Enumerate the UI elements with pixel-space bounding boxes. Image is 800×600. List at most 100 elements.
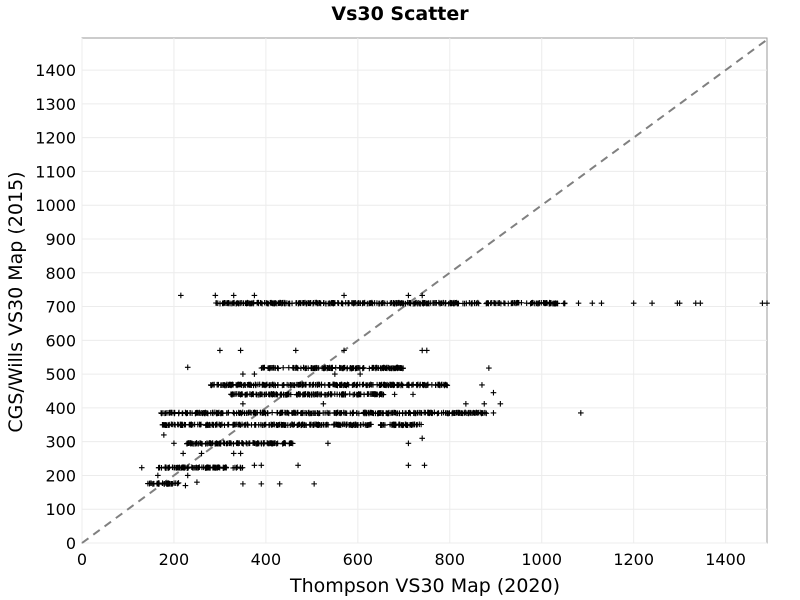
data-point <box>465 410 472 417</box>
data-point <box>410 381 416 388</box>
data-point <box>408 421 414 428</box>
data-point <box>271 440 278 447</box>
data-point <box>341 292 347 299</box>
data-point <box>281 440 288 446</box>
data-point <box>246 440 253 446</box>
data-point <box>209 381 216 388</box>
data-point <box>391 300 398 307</box>
data-point <box>233 440 240 447</box>
data-point <box>364 391 371 398</box>
data-point <box>229 391 236 397</box>
data-point <box>240 371 246 377</box>
data-point <box>269 409 275 416</box>
data-point <box>238 465 244 471</box>
data-point <box>391 365 397 372</box>
data-point <box>764 300 770 306</box>
data-point <box>234 464 241 471</box>
data-point <box>375 365 382 372</box>
data-point <box>258 481 265 487</box>
data-point <box>317 300 323 306</box>
x-tick-label: 200 <box>159 550 190 569</box>
reference-line-layer <box>81 38 768 544</box>
data-point <box>379 391 385 398</box>
data-point <box>410 391 416 398</box>
data-point <box>224 300 231 306</box>
data-point <box>538 300 545 306</box>
data-point <box>396 300 403 306</box>
data-point <box>697 300 704 306</box>
data-point <box>255 381 261 388</box>
data-point <box>311 410 317 417</box>
x-tick-label: 1200 <box>613 550 654 569</box>
data-point <box>284 391 291 398</box>
data-point <box>311 481 317 487</box>
data-point <box>431 300 438 306</box>
data-point <box>286 440 293 447</box>
y-tick-label: 0 <box>66 534 76 553</box>
data-point <box>238 382 245 388</box>
data-point <box>419 292 426 299</box>
data-point <box>237 422 244 428</box>
x-tick-label: 1400 <box>705 550 746 569</box>
data-point <box>253 391 260 398</box>
data-point <box>271 381 277 388</box>
data-point <box>281 382 287 388</box>
data-point <box>280 364 287 371</box>
data-point <box>155 480 161 487</box>
data-point <box>375 410 381 417</box>
data-point <box>421 462 428 469</box>
data-point <box>578 410 584 416</box>
data-point <box>164 481 170 487</box>
data-point <box>158 410 165 417</box>
y-tick-label: 100 <box>45 500 76 519</box>
data-point <box>267 365 274 371</box>
data-point <box>455 300 462 307</box>
data-point <box>630 300 637 306</box>
data-point <box>161 432 167 438</box>
data-point <box>280 300 286 307</box>
data-point <box>224 440 231 447</box>
data-point <box>225 410 231 416</box>
data-point <box>338 381 345 388</box>
data-point <box>432 382 439 388</box>
x-tick-label: 0 <box>77 550 87 569</box>
data-point <box>575 300 582 306</box>
data-point <box>561 300 568 306</box>
data-point <box>258 365 265 371</box>
data-point <box>302 365 308 371</box>
data-point <box>334 422 341 428</box>
data-point <box>502 300 508 307</box>
data-point <box>447 300 454 307</box>
x-tick-label: 600 <box>343 550 374 569</box>
data-point <box>497 401 504 407</box>
data-point <box>310 422 317 428</box>
data-point <box>184 364 191 371</box>
data-point <box>305 409 312 416</box>
data-point <box>159 421 166 428</box>
data-point <box>208 382 215 389</box>
data-point <box>252 410 259 416</box>
data-point <box>224 421 231 428</box>
data-point <box>325 365 332 371</box>
data-point <box>240 441 247 447</box>
data-point <box>435 410 442 416</box>
data-point <box>389 410 396 416</box>
data-point <box>341 364 348 371</box>
y-axis-title: CGS/Wills VS30 Map (2015) <box>5 171 27 432</box>
data-point <box>370 409 376 416</box>
data-point <box>415 300 422 306</box>
data-point <box>276 410 283 417</box>
data-point <box>219 421 225 428</box>
data-point <box>175 421 182 428</box>
data-point <box>376 381 383 388</box>
data-point <box>369 364 376 371</box>
x-axis-ticks: 0 200 400 600 800 1000 1200 1400 <box>77 550 746 569</box>
data-point <box>515 300 521 306</box>
data-point <box>325 440 331 447</box>
data-point <box>286 364 292 371</box>
scatter-points <box>138 292 770 489</box>
data-point <box>311 392 317 398</box>
data-point <box>399 365 406 372</box>
data-point <box>181 464 187 471</box>
data-point <box>473 300 480 307</box>
